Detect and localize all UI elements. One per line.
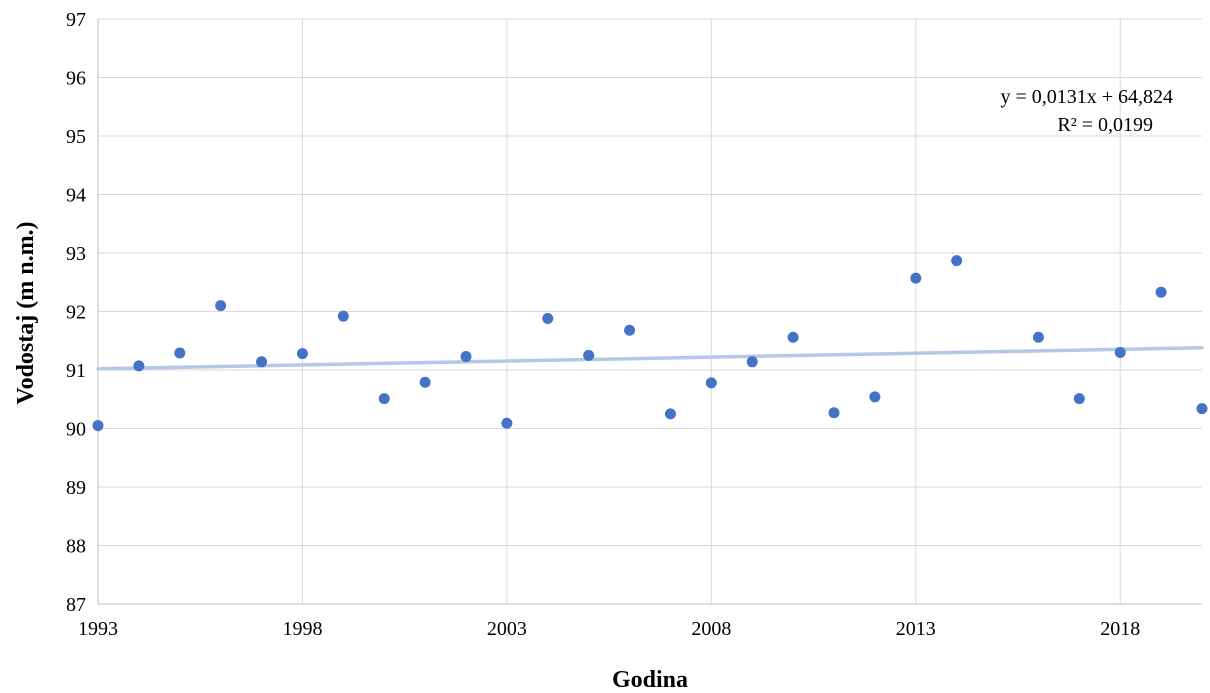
y-tick-labels: 87 88 89 90 91 92 93 94 95 96 97 — [66, 9, 86, 616]
x-tick-label: 2003 — [487, 618, 527, 640]
horizontal-gridlines — [98, 18, 1202, 546]
y-tick-label: 87 — [66, 594, 86, 616]
x-tick-label: 1993 — [78, 618, 118, 640]
data-point — [296, 348, 308, 360]
data-point — [624, 324, 636, 336]
data-point — [583, 349, 595, 361]
trendline — [96, 346, 1204, 371]
data-point — [419, 376, 431, 388]
x-tick-label: 2013 — [896, 618, 936, 640]
x-axis-title: Godina — [612, 667, 688, 693]
data-point — [1196, 403, 1208, 415]
data-point — [787, 331, 799, 343]
data-point — [542, 313, 554, 325]
data-point — [869, 391, 881, 403]
data-point — [1032, 331, 1044, 343]
data-point — [1073, 393, 1085, 405]
y-tick-label: 88 — [66, 536, 86, 558]
y-tick-label: 94 — [66, 185, 86, 207]
y-tick-label: 89 — [66, 477, 86, 499]
y-tick-label: 93 — [66, 243, 86, 265]
y-tick-label: 90 — [66, 419, 86, 441]
data-point — [92, 420, 104, 432]
data-point — [215, 300, 227, 312]
trendline-r-squared: R² = 0,0199 — [1057, 114, 1153, 136]
vertical-gridlines — [301, 19, 1121, 604]
y-tick-label: 92 — [66, 302, 86, 324]
x-tick-label: 2018 — [1100, 618, 1140, 640]
x-tick-label: 1998 — [282, 618, 322, 640]
y-tick-label: 96 — [66, 68, 86, 90]
data-point — [664, 408, 676, 420]
data-point — [910, 272, 922, 284]
data-point — [460, 351, 472, 363]
data-point — [705, 377, 717, 389]
data-points — [92, 255, 1208, 432]
data-point — [1155, 286, 1167, 298]
y-tick-label: 97 — [66, 9, 86, 31]
y-tick-label: 95 — [66, 126, 86, 148]
x-tick-label: 2008 — [691, 618, 731, 640]
data-point — [133, 360, 145, 372]
trendline-equation: y = 0,0131x + 64,824 — [1000, 86, 1173, 108]
data-point — [337, 310, 349, 322]
data-point — [951, 255, 963, 267]
data-point — [174, 347, 186, 359]
data-point — [501, 417, 513, 429]
data-point — [256, 356, 268, 368]
data-point — [1114, 346, 1126, 358]
y-axis-title: Vodostaj (m n.m.) — [13, 221, 39, 404]
data-point — [746, 356, 758, 368]
y-tick-label: 91 — [66, 360, 86, 382]
data-point — [828, 407, 840, 419]
data-point — [378, 393, 390, 405]
x-tick-labels: 1993 1998 2003 2008 2013 2018 — [78, 618, 1140, 640]
